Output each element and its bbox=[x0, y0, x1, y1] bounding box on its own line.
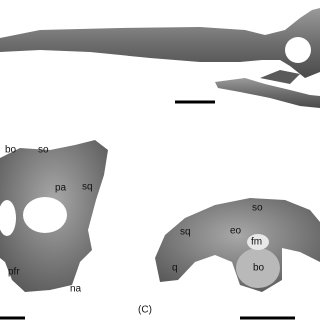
anatomy-label: pa bbox=[55, 183, 67, 194]
anatomy-label: q bbox=[172, 263, 178, 274]
skull-occipital bbox=[155, 198, 320, 292]
anatomy-label: na bbox=[70, 284, 82, 295]
anatomy-label: sq bbox=[180, 227, 191, 238]
anatomy-label: so bbox=[38, 145, 49, 156]
panel-label: (C) bbox=[138, 305, 152, 316]
skull-dorsal bbox=[0, 8, 320, 108]
anatomy-label: so bbox=[252, 203, 263, 214]
anatomy-label: bo bbox=[253, 263, 265, 274]
anatomy-label: eo bbox=[230, 226, 242, 237]
anatomy-label: sq bbox=[82, 182, 93, 193]
skull-posterior-left bbox=[0, 140, 108, 292]
anatomy-label: bo bbox=[5, 145, 17, 156]
anatomy-label: fm bbox=[251, 237, 262, 248]
anatomy-label: pfr bbox=[8, 267, 20, 278]
